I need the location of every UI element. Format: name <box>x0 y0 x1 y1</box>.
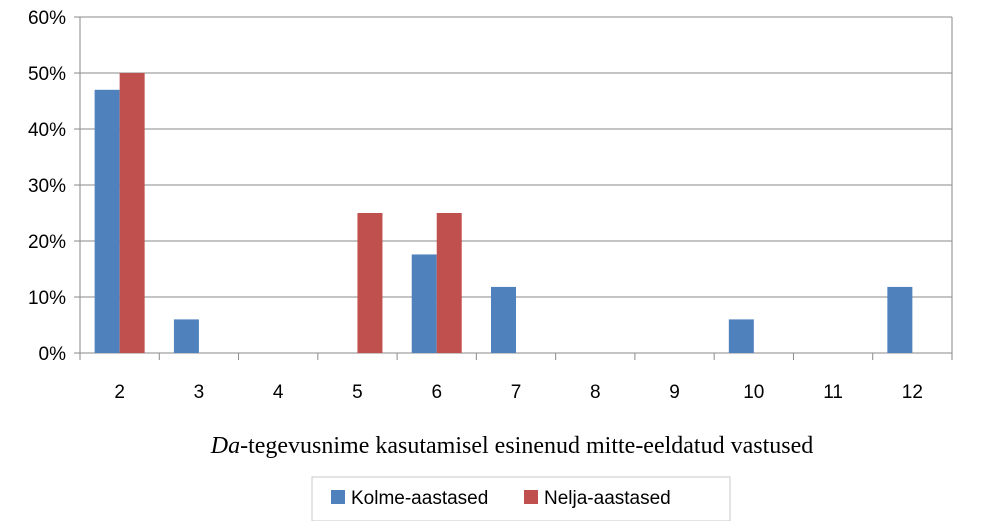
bar-kolme-aastased-2 <box>94 89 120 354</box>
x-axis-title-italic: Da <box>210 433 240 459</box>
x-tick-label: 8 <box>590 382 601 403</box>
bar-nelja-aastased-2 <box>119 73 145 353</box>
bar-kolme-aastased-10 <box>728 319 754 353</box>
y-tick-label: 20% <box>28 232 66 253</box>
x-tick-label: 7 <box>511 382 522 403</box>
x-tick-label: 6 <box>431 382 442 403</box>
legend-label: Nelja-aastased <box>544 488 671 509</box>
x-tick-label: 11 <box>823 382 843 403</box>
y-tick-label: 40% <box>28 120 66 141</box>
y-tick-label: 0% <box>39 344 67 365</box>
x-axis-title-rest: -tegevusnime kasutamisel esinenud mitte-… <box>240 433 813 459</box>
x-tick-label: 5 <box>352 382 363 403</box>
x-axis-title: Da-tegevusnime kasutamisel esinenud mitt… <box>210 433 814 459</box>
x-axis: 2 3 4 5 6 7 8 9 10 11 12 <box>79 353 953 403</box>
y-tick-label: 30% <box>28 176 66 197</box>
bar-kolme-aastased-7 <box>491 286 516 353</box>
y-tick-label: 10% <box>28 288 66 309</box>
x-tick-label: 4 <box>273 382 284 403</box>
bar-nelja-aastased-6 <box>436 213 462 353</box>
legend-swatch <box>331 490 345 504</box>
x-tick-label: 3 <box>194 382 205 403</box>
bars <box>94 73 913 354</box>
legend-border <box>311 476 731 521</box>
x-tick-label: 12 <box>902 382 923 403</box>
bar-kolme-aastased-3 <box>173 319 199 353</box>
y-axis: 0% 10% 20% 30% 40% 50% 60% <box>28 8 80 365</box>
legend-label: Kolme-aastased <box>351 488 488 509</box>
y-tick-label: 60% <box>28 8 66 29</box>
x-tick-label: 9 <box>669 382 680 403</box>
bar-nelja-aastased-5 <box>357 213 383 353</box>
legend: Kolme-aastased Nelja-aastased <box>311 476 731 521</box>
x-tick-label: 2 <box>114 382 125 403</box>
bar-kolme-aastased-6 <box>411 254 437 353</box>
x-tick-label: 10 <box>743 382 764 403</box>
legend-swatch <box>524 490 538 504</box>
bar-kolme-aastased-12 <box>887 286 913 353</box>
y-tick-label: 50% <box>28 64 66 85</box>
